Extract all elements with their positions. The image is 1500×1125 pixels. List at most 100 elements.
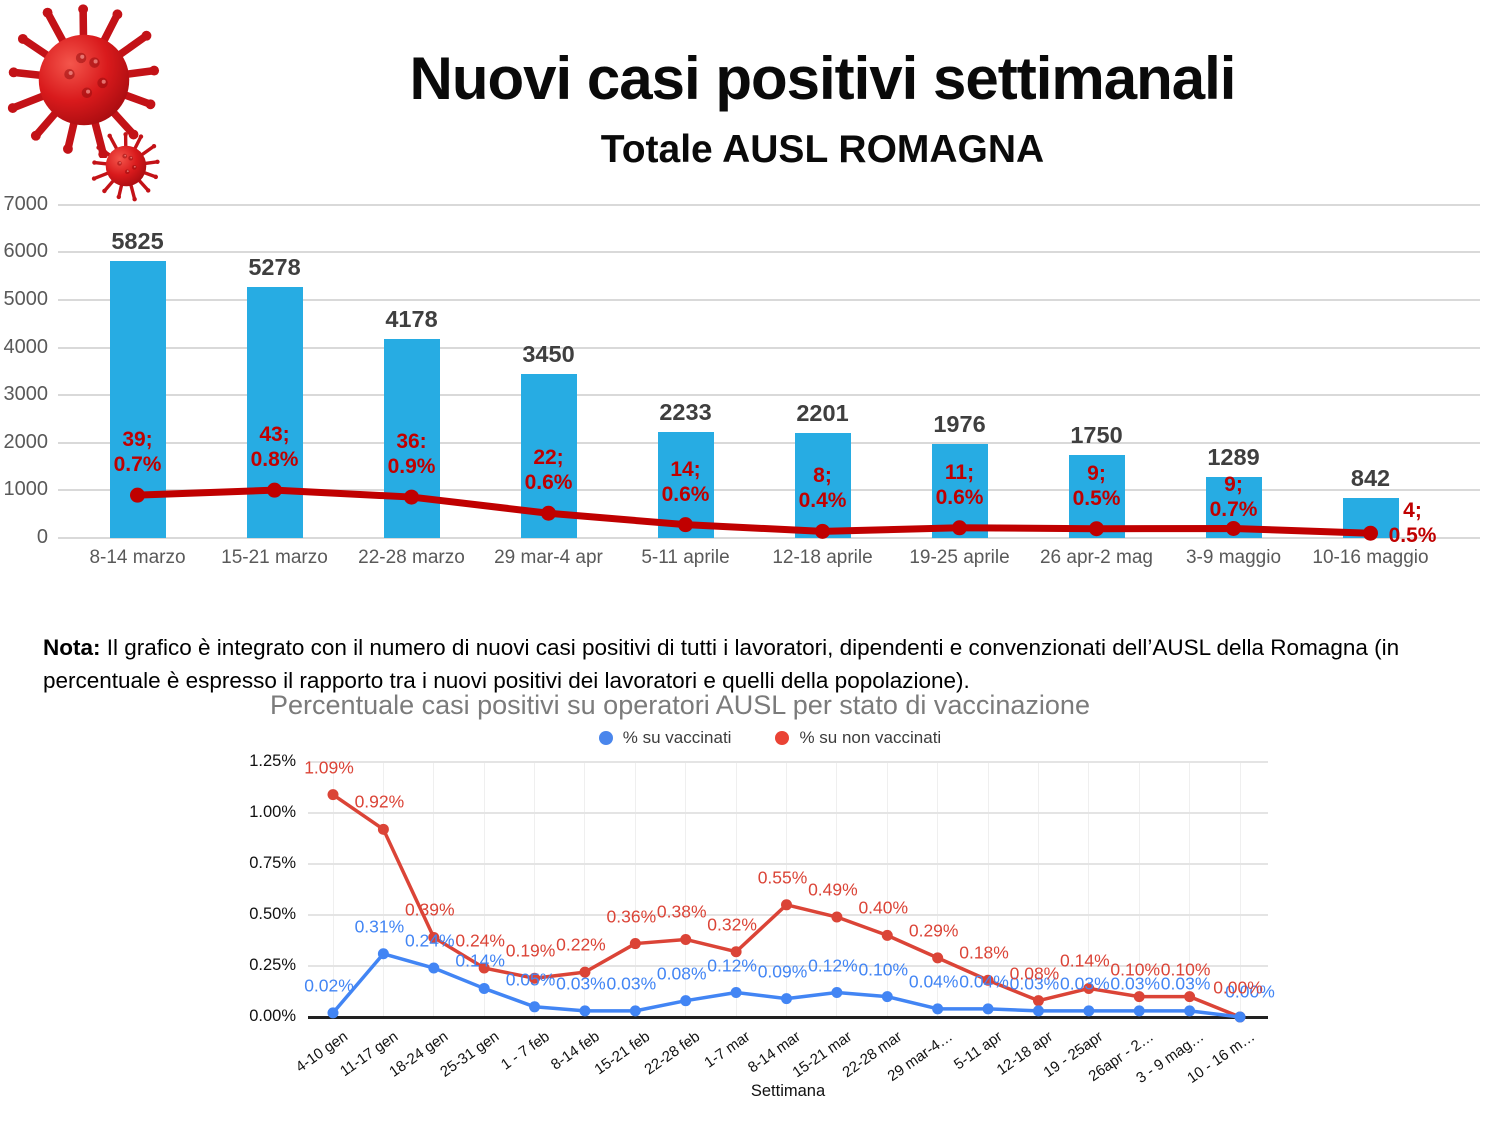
gridline (58, 537, 1480, 539)
vaccinati-point (932, 1003, 944, 1015)
non-vaccinati-point (831, 911, 843, 923)
vaccinati-point (680, 995, 692, 1007)
y-tick-label: 1000 (3, 478, 49, 501)
non-vaccinati-point-label: 0.10% (1160, 959, 1211, 980)
non-vaccinati-point (1032, 995, 1044, 1007)
bar-value-label: 2201 (796, 400, 849, 427)
vaccinati-point-label: 0.03% (1009, 973, 1060, 994)
vaccinati-point (1234, 1011, 1246, 1023)
annotation-line: 11; (944, 460, 975, 484)
y-tick-label: 2000 (3, 430, 49, 453)
vaccinati-point (478, 982, 490, 994)
vaccinati-point (730, 987, 742, 999)
y-tick-label: 0.50% (249, 905, 296, 923)
operators-vaccination-chart: Percentuale casi positivi su operatori A… (0, 690, 1500, 1125)
annotation-line: 9; (1224, 473, 1243, 497)
line-annotation: 9; 0.5% (1052, 461, 1142, 511)
x-axis-title: Settimana (750, 1082, 826, 1100)
vaccinati-point (831, 987, 843, 999)
non-vaccinati-point-label: 0.92% (354, 791, 405, 812)
vertical-gridline (634, 762, 636, 1017)
non-vaccinati-point-label: 0.36% (606, 906, 657, 927)
annotation-line: 8; (813, 464, 832, 488)
vaccinati-point-label: 0.24% (404, 930, 455, 951)
bar-value-label: 3450 (522, 340, 575, 367)
x-tick-label: 5-11 aprile (641, 547, 730, 568)
vertical-gridline (1189, 762, 1191, 1017)
annotation-line: 0.4% (798, 489, 847, 513)
legend-label-non-vaccinati: % su non vaccinati (799, 728, 942, 747)
x-tick-label: 8-14 marzo (89, 547, 186, 568)
annotation-line: 0.6% (661, 482, 710, 506)
vaccinati-point (629, 1005, 641, 1017)
vertical-gridline (735, 762, 737, 1017)
non-vaccinati-point-label: 0.39% (404, 899, 455, 920)
vertical-gridline (1037, 762, 1039, 1017)
vaccinati-point-label: 0.05% (505, 969, 556, 990)
workers-line-point (815, 523, 830, 539)
bar-value-label: 1976 (933, 410, 986, 437)
vaccinati-point-label: 0.03% (1060, 973, 1110, 994)
gridline (308, 863, 1268, 865)
gridline (58, 441, 1480, 444)
vertical-gridline (382, 762, 384, 1017)
annotation-line: 0.6% (524, 471, 573, 495)
vaccinati-point-label: 0.03% (1110, 973, 1161, 994)
annotation-line: 0.5% (1388, 524, 1437, 548)
non-vaccinati-point-label: 0.19% (505, 940, 556, 961)
bar (383, 339, 440, 538)
annotation-line: 0.6% (935, 485, 984, 509)
vertical-gridline (786, 762, 787, 1017)
non-vaccinati-point (1184, 991, 1196, 1003)
vaccinati-point-label: 0.03% (606, 973, 657, 994)
x-tick-label: 10-16 maggio (1312, 547, 1429, 568)
legend-dot-red (775, 731, 790, 745)
vaccinati-point (1133, 1005, 1145, 1017)
vertical-gridline (433, 762, 435, 1017)
line-annotation: 9; 0.7% (1189, 472, 1279, 522)
gridline (58, 299, 1480, 301)
non-vaccinati-point-label: 1.09% (304, 757, 354, 778)
page-title: Nuovi casi positivi settimanali (409, 45, 1237, 112)
non-vaccinati-point (680, 933, 692, 945)
vaccinati-point (1184, 1005, 1196, 1017)
y-tick-label: 4000 (3, 335, 49, 358)
vertical-gridline (987, 762, 989, 1017)
y-tick-label: 0 (36, 526, 48, 548)
non-vaccinati-point (932, 952, 944, 964)
vaccinati-point (428, 962, 440, 974)
bar-value-label: 4178 (385, 306, 438, 333)
workers-line-point (1089, 521, 1104, 537)
y-tick-label: 6000 (3, 240, 49, 263)
vaccinati-point (579, 1005, 591, 1017)
non-vaccinati-point (579, 966, 591, 978)
annotation-line: 9; (1087, 461, 1106, 485)
workers-line-point (541, 505, 556, 521)
line-annotation: 11; 0.6% (915, 460, 1005, 510)
vaccinati-point-label: 0.00% (1225, 981, 1275, 1002)
vertical-gridline (534, 762, 536, 1017)
annotation-line: 0.9% (387, 455, 436, 479)
gridline (308, 761, 1268, 763)
x-axis-baseline (308, 1016, 1268, 1019)
vaccinati-point-label: 0.04% (908, 971, 959, 992)
y-tick-label: 0.00% (249, 1007, 296, 1025)
non-vaccinati-point (781, 899, 792, 911)
annotation-line: 36: (396, 430, 427, 454)
note-text: Nota: Il grafico è integrato con il nume… (43, 631, 1473, 697)
legend-label-vaccinati: % su vaccinati (622, 728, 732, 747)
gridline (58, 251, 1480, 254)
non-vaccinati-point (1133, 991, 1145, 1003)
vaccinati-point-label: 0.14% (455, 950, 505, 971)
bar (794, 433, 851, 538)
annotation-line: 0.7% (113, 453, 162, 477)
x-tick-label: 22-28 marzo (358, 547, 465, 568)
vertical-gridline (1088, 762, 1090, 1017)
line-annotation: 39; 0.7% (93, 427, 183, 477)
bar-value-label: 5825 (111, 227, 164, 254)
non-vaccinati-point (1083, 982, 1095, 994)
non-vaccinati-point-label: 0.38% (656, 901, 707, 922)
x-tick-label: 19-25 aprile (909, 547, 1010, 568)
workers-line-point (267, 482, 282, 498)
annotation-line: 0.8% (250, 448, 299, 472)
